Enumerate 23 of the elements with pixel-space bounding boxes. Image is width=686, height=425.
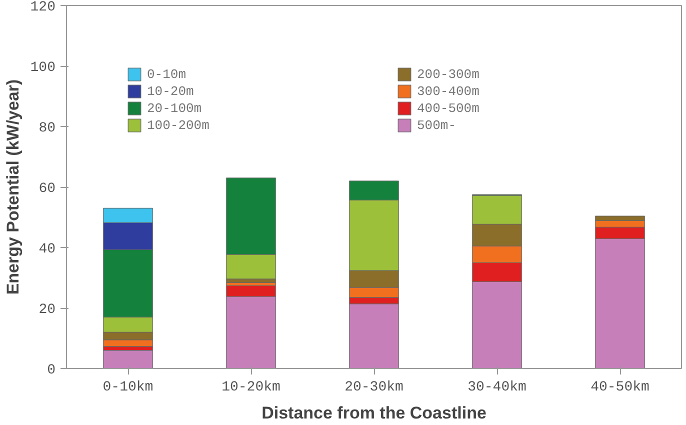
legend-label: 400-500m	[417, 100, 480, 116]
x-tick-label: 40-50km	[590, 380, 650, 396]
legend-label: 300-400m	[417, 84, 480, 98]
legend-label: 10-20m	[147, 84, 194, 98]
y-tick-label: 100	[30, 60, 56, 76]
y-tick-label: 60	[38, 181, 56, 197]
y-tick-label: 20	[38, 302, 56, 318]
y-axis-title: Energy Potential (kW/year)	[3, 79, 22, 295]
x-tick-label: 20-30km	[344, 380, 404, 396]
y-tick-label: 80	[38, 120, 56, 136]
legend-label: 500m-	[417, 118, 456, 132]
x-tick-label: 10-20km	[222, 380, 280, 396]
legend-label: 0-10m	[147, 66, 186, 82]
x-axis-title: Distance from the Coastline	[262, 404, 486, 422]
y-tick-label: 40	[38, 242, 56, 258]
legend-label: 200-300m	[417, 66, 480, 82]
legend-label: 100-200m	[147, 118, 210, 132]
y-tick-label: 120	[30, 0, 56, 16]
legend-label: 20-100m	[147, 100, 202, 116]
x-tick-label: 0-10km	[102, 380, 154, 396]
y-tick-label: 0	[47, 362, 56, 378]
x-tick-label: 30-40km	[468, 380, 526, 396]
bar	[103, 350, 153, 368]
